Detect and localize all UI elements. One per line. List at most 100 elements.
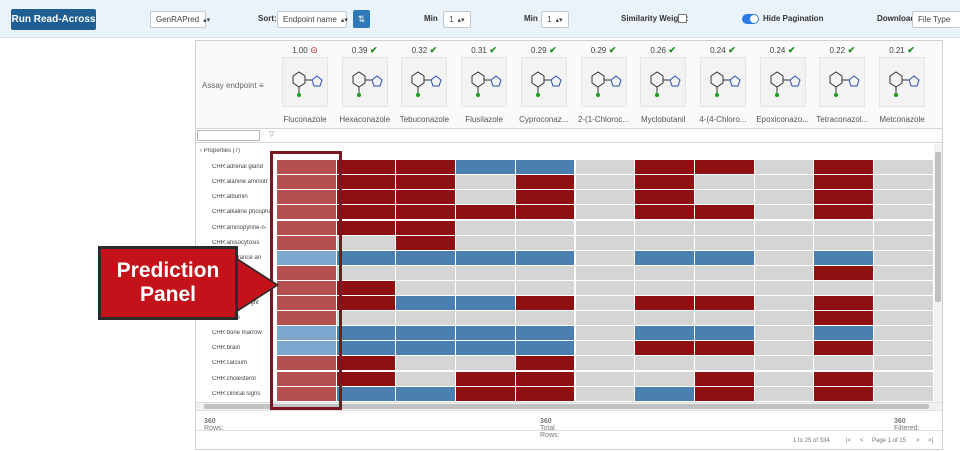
- read-across-cell[interactable]: [754, 386, 814, 401]
- vertical-scrollbar[interactable]: [934, 144, 942, 402]
- read-across-cell[interactable]: [515, 265, 575, 280]
- read-across-cell[interactable]: [336, 205, 396, 220]
- read-across-cell[interactable]: [694, 311, 754, 326]
- read-across-cell[interactable]: [336, 280, 396, 295]
- read-across-cell[interactable]: [396, 205, 456, 220]
- compound-column-header[interactable]: 0.24 ✔ Epoxiconazo...: [755, 43, 811, 127]
- read-across-cell[interactable]: [694, 356, 754, 371]
- read-across-cell[interactable]: [814, 220, 873, 235]
- read-across-cell[interactable]: [814, 296, 873, 310]
- read-across-cell[interactable]: [336, 371, 396, 386]
- prediction-cell[interactable]: [277, 160, 336, 175]
- read-across-cell[interactable]: [515, 190, 575, 205]
- read-across-cell[interactable]: [754, 371, 814, 386]
- compound-column-header[interactable]: 0.29 ✔ Cyproconaz...: [516, 43, 572, 127]
- prediction-cell[interactable]: [277, 235, 336, 250]
- read-across-cell[interactable]: [515, 160, 575, 175]
- horizontal-scrollbar[interactable]: [196, 402, 942, 410]
- filter-input[interactable]: [197, 130, 260, 141]
- read-across-cell[interactable]: [694, 175, 754, 190]
- read-across-cell[interactable]: [874, 160, 933, 175]
- read-across-cell[interactable]: [754, 280, 814, 295]
- compound-column-header[interactable]: 0.39 ✔ Hexaconazole: [337, 43, 393, 127]
- assay-endpoint-header[interactable]: Assay endpoint ≡: [202, 81, 264, 90]
- read-across-cell[interactable]: [635, 326, 694, 341]
- read-across-cell[interactable]: [754, 190, 814, 205]
- read-across-cell[interactable]: [336, 356, 396, 371]
- read-across-cell[interactable]: [515, 371, 575, 386]
- read-across-cell[interactable]: [814, 235, 873, 250]
- read-across-cell[interactable]: [814, 326, 873, 341]
- hide-pagination-toggle[interactable]: [742, 14, 759, 24]
- prediction-cell[interactable]: [277, 220, 336, 235]
- read-across-cell[interactable]: [754, 311, 814, 326]
- read-across-cell[interactable]: [814, 356, 873, 371]
- read-across-cell[interactable]: [754, 296, 814, 310]
- read-across-cell[interactable]: [515, 341, 575, 356]
- read-across-cell[interactable]: [456, 356, 515, 371]
- read-across-cell[interactable]: [515, 356, 575, 371]
- read-across-cell[interactable]: [575, 175, 635, 190]
- properties-group-row[interactable]: › Properties (7): [200, 148, 280, 154]
- read-across-cell[interactable]: [336, 235, 396, 250]
- read-across-cell[interactable]: [694, 341, 754, 356]
- next-page-icon[interactable]: >: [916, 438, 920, 444]
- read-across-cell[interactable]: [814, 280, 873, 295]
- read-across-cell[interactable]: [635, 296, 694, 310]
- horizontal-scroll-thumb[interactable]: [204, 404, 929, 409]
- read-across-cell[interactable]: [874, 190, 933, 205]
- read-across-cell[interactable]: [575, 265, 635, 280]
- read-across-cell[interactable]: [396, 235, 456, 250]
- read-across-cell[interactable]: [515, 386, 575, 401]
- read-across-cell[interactable]: [336, 311, 396, 326]
- compound-column-header[interactable]: 0.31 ✔ Flusilazole: [456, 43, 512, 127]
- read-across-cell[interactable]: [456, 175, 515, 190]
- prediction-cell[interactable]: [277, 371, 336, 386]
- chevron-right-icon[interactable]: ›: [200, 148, 204, 154]
- compound-column-header[interactable]: 0.22 ✔ Tetraconazol...: [814, 43, 870, 127]
- compound-column-header[interactable]: 0.21 ✔ Metconazole: [874, 43, 930, 127]
- read-across-cell[interactable]: [456, 205, 515, 220]
- compound-column-header[interactable]: 0.32 ✔ Tebuconazole: [396, 43, 452, 127]
- read-across-cell[interactable]: [694, 250, 754, 265]
- read-across-cell[interactable]: [396, 160, 456, 175]
- read-across-cell[interactable]: [754, 341, 814, 356]
- read-across-cell[interactable]: [635, 341, 694, 356]
- file-type-select[interactable]: File Type: [912, 11, 960, 28]
- compound-column-header[interactable]: 0.26 ✔ Myclobutanil: [635, 43, 691, 127]
- read-across-cell[interactable]: [694, 265, 754, 280]
- sort-direction-button[interactable]: ⇅: [353, 10, 370, 28]
- read-across-cell[interactable]: [635, 265, 694, 280]
- read-across-cell[interactable]: [396, 386, 456, 401]
- read-across-cell[interactable]: [396, 326, 456, 341]
- read-across-cell[interactable]: [336, 341, 396, 356]
- read-across-cell[interactable]: [575, 341, 635, 356]
- read-across-cell[interactable]: [754, 235, 814, 250]
- prediction-cell[interactable]: [277, 356, 336, 371]
- read-across-cell[interactable]: [874, 250, 933, 265]
- read-across-cell[interactable]: [874, 175, 933, 190]
- read-across-cell[interactable]: [754, 160, 814, 175]
- read-across-cell[interactable]: [635, 356, 694, 371]
- read-across-cell[interactable]: [874, 386, 933, 401]
- read-across-cell[interactable]: [694, 296, 754, 310]
- read-across-cell[interactable]: [396, 250, 456, 265]
- read-across-cell[interactable]: [635, 160, 694, 175]
- min-stepper-2[interactable]: 1 ▴▾: [541, 11, 569, 28]
- read-across-cell[interactable]: [456, 386, 515, 401]
- read-across-cell[interactable]: [754, 326, 814, 341]
- read-across-cell[interactable]: [814, 250, 873, 265]
- read-across-cell[interactable]: [456, 371, 515, 386]
- prediction-cell[interactable]: [277, 386, 336, 401]
- read-across-cell[interactable]: [694, 326, 754, 341]
- read-across-cell[interactable]: [694, 160, 754, 175]
- similarity-weight-checkbox[interactable]: [678, 14, 687, 23]
- read-across-cell[interactable]: [635, 190, 694, 205]
- read-across-cell[interactable]: [396, 280, 456, 295]
- read-across-cell[interactable]: [456, 160, 515, 175]
- prediction-cell[interactable]: [277, 311, 336, 326]
- read-across-cell[interactable]: [814, 175, 873, 190]
- read-across-cell[interactable]: [336, 265, 396, 280]
- read-across-cell[interactable]: [336, 386, 396, 401]
- first-page-icon[interactable]: |<: [846, 438, 852, 444]
